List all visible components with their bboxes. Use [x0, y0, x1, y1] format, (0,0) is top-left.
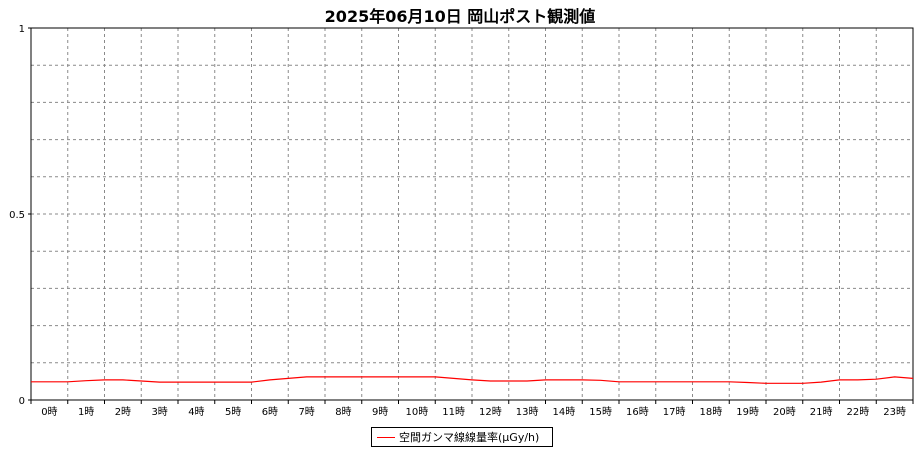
legend-label: 空間ガンマ線線量率(μGy/h): [399, 431, 540, 444]
x-tick-label: 2時: [115, 406, 131, 418]
x-tick-label: 17時: [663, 406, 686, 418]
y-tick-label: 1: [19, 24, 25, 35]
x-tick-label: 19時: [736, 406, 759, 418]
grid-layer: [31, 28, 913, 400]
x-tick-label: 6時: [262, 406, 278, 418]
x-tick-label: 1時: [78, 406, 94, 418]
x-tick-label: 8時: [335, 406, 351, 418]
x-tick-label: 4時: [188, 406, 204, 418]
x-tick-label: 12時: [479, 406, 502, 418]
legend-swatch: [377, 436, 395, 438]
series-line: [31, 376, 914, 384]
x-tick-label: 20時: [773, 406, 796, 418]
y-tick-label: 0: [19, 396, 25, 407]
x-tick-label: 15時: [589, 406, 612, 418]
x-tick-label: 5時: [225, 406, 241, 418]
series-layer: [31, 376, 914, 384]
y-tick-labels: 00.51: [9, 24, 25, 407]
x-tick-label: 10時: [406, 406, 429, 418]
x-tick-label: 11時: [442, 406, 465, 418]
plot-frame: [28, 27, 914, 404]
x-tick-label: 13時: [516, 406, 539, 418]
legend: 空間ガンマ線線量率(μGy/h): [371, 427, 553, 447]
x-tick-label: 18時: [700, 406, 723, 418]
x-tick-label: 16時: [626, 406, 649, 418]
x-tick-label: 21時: [810, 406, 833, 418]
x-tick-label: 7時: [298, 406, 314, 418]
x-tick-label: 3時: [151, 406, 167, 418]
x-tick-label: 22時: [847, 406, 870, 418]
x-tick-label: 14時: [553, 406, 576, 418]
x-tick-label: 0時: [41, 406, 57, 418]
x-tick-label: 23時: [883, 406, 906, 418]
y-tick-label: 0.5: [9, 210, 25, 221]
chart-title: 2025年06月10日 岡山ポスト観測値: [324, 7, 596, 26]
x-tick-label: 9時: [372, 406, 388, 418]
x-tick-labels: 0時 1時 2時 3時 4時 5時 6時 7時 8時 9時 10時 11時 12時 13時 14時 15時 16…: [41, 406, 906, 418]
